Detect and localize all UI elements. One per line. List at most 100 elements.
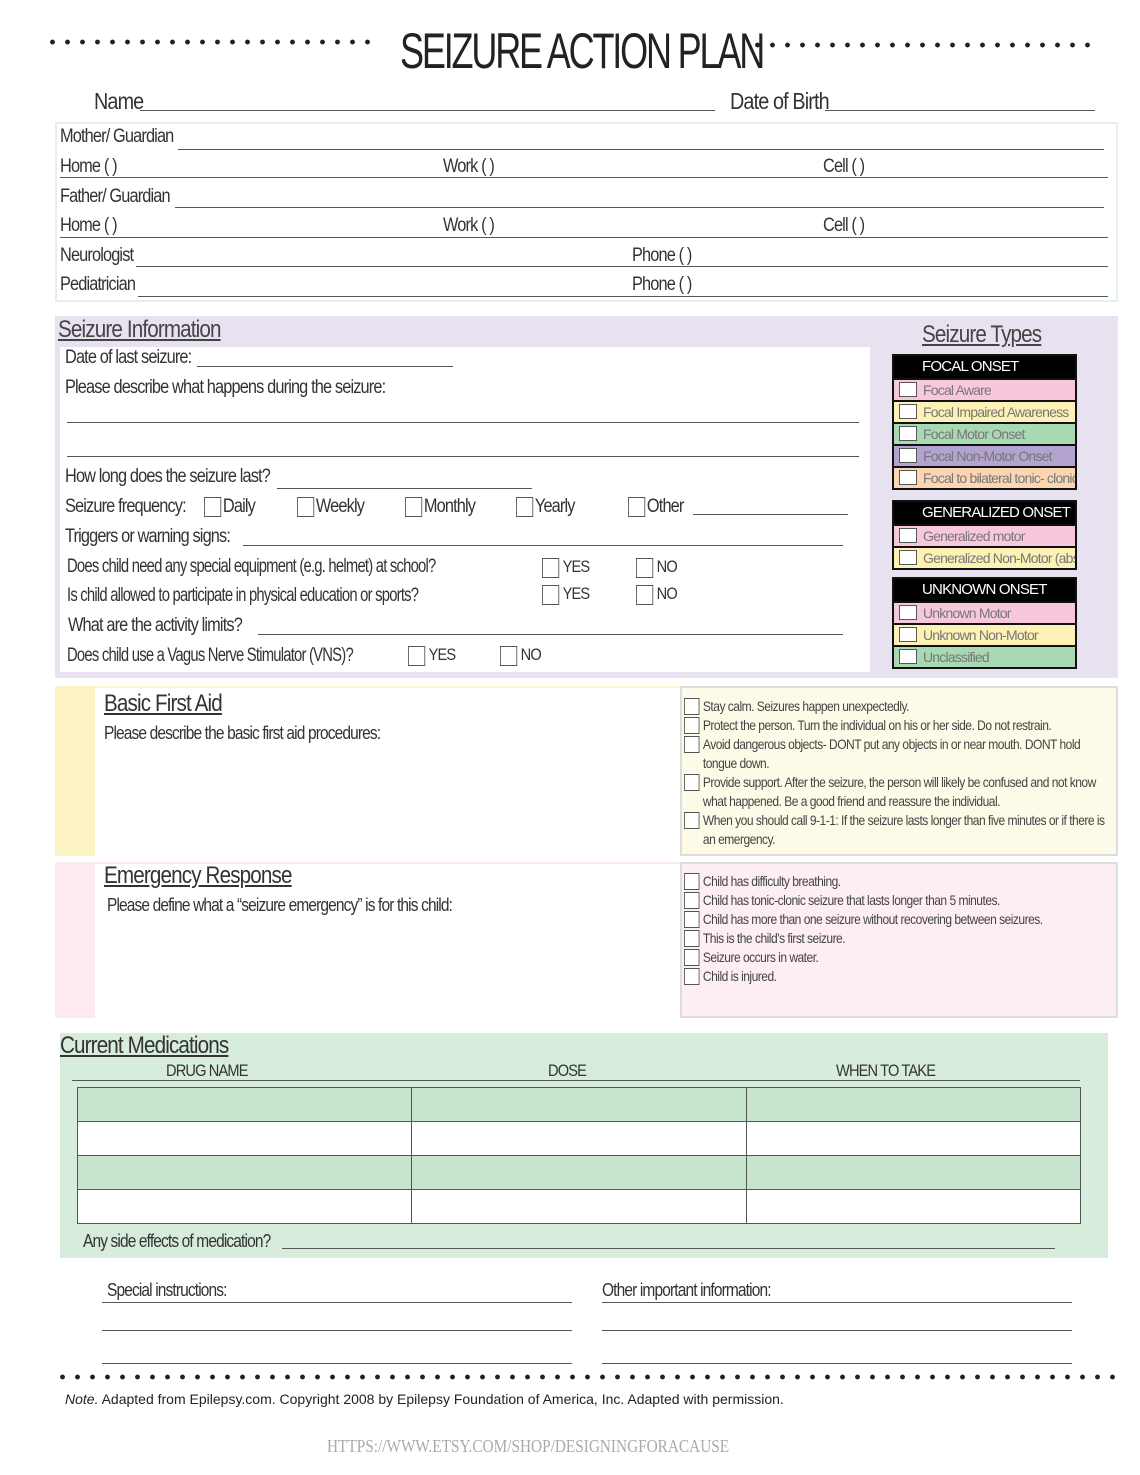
checklist-item[interactable]: Provide support. After the seizure, the …	[684, 773, 1114, 811]
checkbox[interactable]	[899, 528, 917, 543]
checkbox[interactable]	[899, 550, 917, 565]
limits-field[interactable]	[258, 634, 843, 635]
table-cell[interactable]	[411, 1087, 747, 1122]
checkbox[interactable]	[684, 736, 700, 753]
equipment-no-option[interactable]: NO	[636, 557, 678, 578]
seizure-type-item[interactable]: Generalized motor	[894, 524, 1075, 546]
table-cell[interactable]	[411, 1189, 747, 1224]
seizure-type-item[interactable]: Focal Aware	[894, 378, 1075, 400]
checkbox[interactable]	[899, 649, 917, 664]
frequency-option-weekly[interactable]: Weekly	[297, 496, 365, 518]
shop-url[interactable]: HTTPS://WWW.ETSY.COM/SHOP/DESIGNINGFORAC…	[327, 1436, 730, 1456]
checklist-item[interactable]: Child has more than one seizure without …	[684, 910, 1114, 929]
checkbox[interactable]	[405, 496, 423, 517]
vns-yes-option[interactable]: YES	[408, 645, 456, 666]
equipment-yes-option[interactable]: YES	[542, 557, 590, 578]
frequency-option-daily[interactable]: Daily	[204, 496, 256, 518]
name-field[interactable]	[140, 110, 715, 111]
vns-no-option[interactable]: NO	[500, 645, 542, 666]
triggers-field[interactable]	[243, 545, 843, 546]
checklist-item[interactable]: Avoid dangerous objects- DONT put any ob…	[684, 735, 1114, 773]
neurologist-field[interactable]	[136, 266, 1108, 267]
checkbox[interactable]	[408, 645, 426, 666]
frequency-option-monthly[interactable]: Monthly	[405, 496, 476, 518]
frequency-option-yearly[interactable]: Yearly	[516, 496, 575, 518]
checklist-item[interactable]: This is the child’s first seizure.	[684, 929, 1114, 948]
dob-field[interactable]	[825, 110, 1095, 111]
checkbox[interactable]	[684, 930, 700, 947]
table-cell[interactable]	[76, 1189, 413, 1224]
checkbox[interactable]	[204, 496, 222, 517]
checkbox[interactable]	[542, 584, 560, 605]
other-info-field[interactable]	[602, 1302, 1072, 1303]
other-info-field-2[interactable]	[602, 1330, 1072, 1331]
checklist-item[interactable]: Stay calm. Seizures happen unexpectedly.	[684, 697, 1114, 716]
pe-no-option[interactable]: NO	[636, 584, 678, 605]
table-cell[interactable]	[76, 1121, 413, 1156]
seizure-type-item[interactable]: Generalized Non-Motor (absence)	[894, 546, 1075, 568]
last-seizure-field[interactable]	[197, 366, 453, 367]
checklist-item[interactable]: When you should call 9-1-1: If the seizu…	[684, 811, 1114, 849]
checkbox[interactable]	[500, 645, 518, 666]
side-effects-field[interactable]	[282, 1248, 1055, 1249]
checkbox[interactable]	[636, 557, 654, 578]
checkbox[interactable]	[684, 873, 700, 890]
checkbox[interactable]	[684, 698, 700, 715]
seizure-type-item[interactable]: Unknown Non-Motor	[894, 623, 1075, 645]
checkbox[interactable]	[684, 968, 700, 985]
table-cell[interactable]	[745, 1087, 1082, 1122]
checkbox[interactable]	[297, 496, 315, 517]
mother-field[interactable]	[178, 149, 1104, 150]
checkbox[interactable]	[684, 774, 700, 791]
checklist-item[interactable]: Child has tonic-clonic seizure that last…	[684, 891, 1114, 910]
checkbox[interactable]	[899, 470, 917, 485]
other-frequency-field[interactable]	[693, 514, 848, 515]
checkbox[interactable]	[899, 426, 917, 441]
mother-phones-field[interactable]	[60, 177, 1108, 178]
checkbox[interactable]	[899, 448, 917, 463]
special-instructions-field-3[interactable]	[102, 1363, 572, 1364]
seizure-type-item[interactable]: Unclassified	[894, 645, 1075, 667]
seizure-type-item[interactable]: Focal to bilateral tonic- clonic	[894, 466, 1075, 488]
checklist-item[interactable]: Child is injured.	[684, 967, 1114, 986]
table-cell[interactable]	[411, 1155, 747, 1190]
checkbox[interactable]	[684, 892, 700, 909]
checkbox[interactable]	[899, 404, 917, 419]
checkbox[interactable]	[899, 605, 917, 620]
checklist-item[interactable]: Child has difficulty breathing.	[684, 872, 1114, 891]
table-cell[interactable]	[76, 1087, 413, 1122]
pe-yes-option[interactable]: YES	[542, 584, 590, 605]
checklist-item[interactable]: Seizure occurs in water.	[684, 948, 1114, 967]
father-phones-field[interactable]	[60, 237, 1108, 238]
checkbox[interactable]	[542, 557, 560, 578]
table-cell[interactable]	[745, 1155, 1082, 1190]
table-cell[interactable]	[745, 1121, 1082, 1156]
seizure-type-item[interactable]: Unknown Motor	[894, 601, 1075, 623]
seizure-type-group: GENERALIZED ONSET Generalized motor Genera…	[892, 500, 1077, 570]
table-cell[interactable]	[76, 1155, 413, 1190]
checkbox[interactable]	[636, 584, 654, 605]
checkbox[interactable]	[684, 911, 700, 928]
seizure-type-item[interactable]: Focal Motor Onset	[894, 422, 1075, 444]
seizure-type-item[interactable]: Focal Impaired Awareness	[894, 400, 1075, 422]
table-cell[interactable]	[745, 1189, 1082, 1224]
checkbox[interactable]	[684, 949, 700, 966]
special-instructions-field-2[interactable]	[102, 1330, 572, 1331]
father-field[interactable]	[175, 207, 1104, 208]
checkbox[interactable]	[628, 496, 646, 517]
pediatrician-field[interactable]	[138, 296, 1108, 297]
how-long-field[interactable]	[277, 488, 532, 489]
checkbox[interactable]	[899, 627, 917, 642]
checkbox[interactable]	[684, 812, 700, 829]
describe-field-2[interactable]	[67, 456, 859, 457]
checklist-item[interactable]: Protect the person. Turn the individual …	[684, 716, 1114, 735]
special-instructions-field[interactable]	[102, 1302, 572, 1303]
checkbox[interactable]	[516, 496, 534, 517]
seizure-type-item[interactable]: Focal Non-Motor Onset	[894, 444, 1075, 466]
describe-field[interactable]	[67, 422, 859, 423]
other-info-field-3[interactable]	[602, 1363, 1072, 1364]
checkbox[interactable]	[899, 382, 917, 397]
checkbox[interactable]	[684, 717, 700, 734]
frequency-option-other[interactable]: Other	[628, 496, 684, 518]
table-cell[interactable]	[411, 1121, 747, 1156]
